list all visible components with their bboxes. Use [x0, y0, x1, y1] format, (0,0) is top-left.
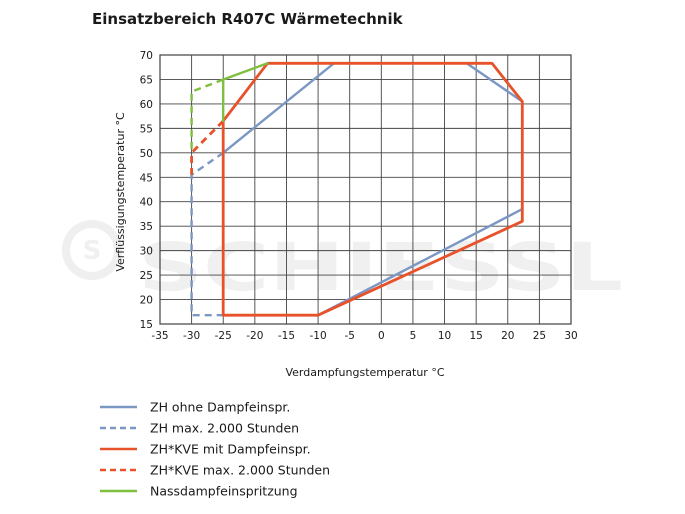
- x-tick-label: 5: [410, 330, 417, 342]
- legend: ZH ohne Dampfeinspr. ZH max. 2.000 Stunde…: [100, 400, 330, 499]
- legend-label: ZH ohne Dampfeinspr.: [150, 400, 290, 415]
- y-tick-label: 60: [140, 99, 153, 111]
- series-line-3: [221, 61, 524, 317]
- x-axis-label: Verdampfungstemperatur °C: [285, 366, 444, 379]
- chart-title: Einsatzbereich R407C Wärmetechnik: [92, 10, 403, 28]
- watermark: S SCHIESSL: [62, 220, 623, 306]
- legend-label: ZH max. 2.000 Stunden: [150, 421, 299, 436]
- x-tick-label: -30: [183, 330, 200, 342]
- y-tick-label: 70: [140, 50, 153, 62]
- y-tick-label: 15: [140, 319, 153, 331]
- x-tick-label: -35: [151, 330, 168, 342]
- y-tick-label: 25: [140, 270, 153, 282]
- x-tick-label: -15: [278, 330, 295, 342]
- chart-series: [190, 61, 524, 317]
- y-tick-label: 35: [140, 221, 153, 233]
- series-line-6: [190, 78, 224, 153]
- y-tick-label: 20: [140, 295, 153, 307]
- svg-text:S: S: [83, 236, 102, 266]
- x-tick-label: 25: [533, 330, 546, 342]
- x-tick-label: 30: [564, 330, 577, 342]
- y-tick-label: 65: [140, 74, 153, 86]
- x-tick-label: -5: [344, 330, 354, 342]
- y-tick-label: 40: [140, 197, 153, 209]
- x-tick-label: -20: [246, 330, 263, 342]
- x-tick-label: 20: [501, 330, 514, 342]
- legend-label: ZH*KVE max. 2.000 Stunden: [150, 463, 330, 478]
- series-line-1: [222, 62, 524, 317]
- x-tick-label: -10: [309, 330, 326, 342]
- y-tick-label: 50: [140, 148, 153, 160]
- watermark-logo-icon: S: [62, 220, 122, 280]
- watermark-text: SCHIESSL: [138, 229, 623, 306]
- series-line-4: [190, 120, 225, 175]
- y-axis-label: Verflüssigungstemperatur °C: [114, 112, 127, 272]
- y-tick-label: 45: [140, 172, 153, 184]
- legend-label: ZH*KVE mit Dampfeinspr.: [150, 442, 311, 457]
- x-tick-label: 15: [469, 330, 482, 342]
- y-tick-label: 30: [140, 246, 153, 258]
- y-tick-label: 55: [140, 123, 153, 135]
- x-tick-label: 10: [438, 330, 451, 342]
- series-line-2: [190, 151, 224, 317]
- x-tick-label: 0: [378, 330, 385, 342]
- chart-ticks: -35 -30 -25 -20 -15 -10 -5 0 5 10 15 20 25 30 15 20 25 30…: [140, 50, 578, 342]
- legend-label: Nassdampfeinspritzung: [150, 484, 298, 499]
- x-tick-label: -25: [215, 330, 232, 342]
